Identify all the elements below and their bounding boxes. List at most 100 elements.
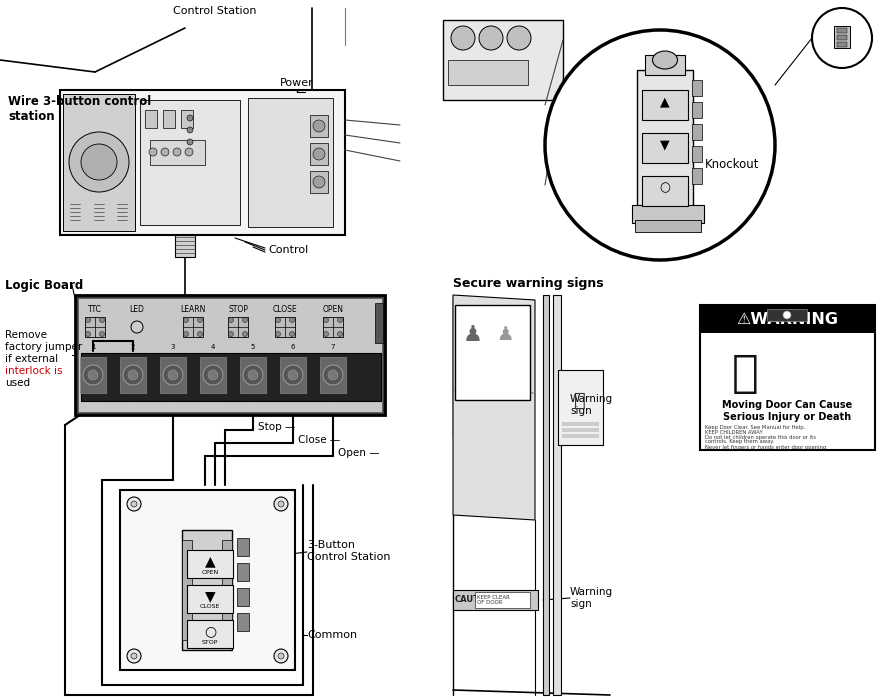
Bar (237, 563, 249, 581)
Bar (632, 205, 704, 223)
Bar (453, 300, 533, 435)
Circle shape (451, 26, 475, 50)
Circle shape (88, 370, 98, 380)
Circle shape (163, 365, 183, 385)
Bar (60, 90, 345, 235)
Bar (160, 357, 186, 393)
Circle shape (275, 318, 281, 323)
Bar (320, 357, 346, 393)
Bar (145, 110, 157, 128)
Bar (280, 357, 306, 393)
Circle shape (313, 148, 325, 160)
Text: ♟: ♟ (463, 325, 483, 345)
Circle shape (338, 318, 342, 323)
Text: CLOSE: CLOSE (283, 405, 303, 409)
Bar (453, 590, 538, 610)
Text: 🏃: 🏃 (574, 391, 586, 409)
Circle shape (507, 26, 531, 50)
Text: controls. Keep them away.: controls. Keep them away. (705, 440, 774, 444)
Bar (240, 357, 266, 393)
Bar (187, 550, 233, 578)
Text: Moving Door Can Cause: Moving Door Can Cause (721, 400, 852, 410)
Bar (81, 353, 381, 401)
Bar (85, 317, 105, 337)
Text: ○: ○ (204, 624, 216, 638)
Bar (562, 428, 599, 432)
Text: KEEP CHILDREN AWAY: KEEP CHILDREN AWAY (705, 430, 763, 435)
Circle shape (183, 318, 189, 323)
Text: LMSP1: LMSP1 (83, 405, 103, 409)
Circle shape (229, 332, 233, 337)
Bar (692, 102, 702, 118)
Text: OPEN: OPEN (323, 304, 343, 314)
Text: 2: 2 (131, 344, 135, 350)
Bar (635, 220, 701, 232)
Circle shape (479, 26, 503, 50)
Bar (562, 422, 599, 426)
Bar (200, 357, 226, 393)
Text: Never let fingers or hands enter door opening: Never let fingers or hands enter door op… (705, 444, 826, 449)
Bar (692, 168, 702, 184)
Bar (150, 140, 205, 165)
Ellipse shape (653, 51, 678, 69)
Circle shape (123, 365, 143, 385)
Text: factory jumper: factory jumper (5, 342, 82, 352)
Text: ♟: ♟ (496, 326, 514, 344)
Text: COM: COM (165, 405, 181, 409)
Circle shape (242, 332, 248, 337)
Bar (834, 26, 850, 48)
Bar (837, 35, 847, 40)
Text: Secure warning signs: Secure warning signs (453, 276, 603, 290)
Circle shape (323, 365, 343, 385)
Circle shape (198, 318, 203, 323)
Bar (182, 540, 192, 640)
Text: KEEP CLEAR
OF DOOR: KEEP CLEAR OF DOOR (477, 594, 510, 606)
Bar (700, 305, 875, 333)
Text: ▼: ▼ (205, 589, 215, 603)
Text: 7: 7 (331, 344, 335, 350)
Circle shape (313, 176, 325, 188)
Circle shape (243, 365, 263, 385)
Bar (183, 317, 203, 337)
Text: STOP: STOP (245, 405, 261, 409)
Bar (175, 235, 195, 257)
Text: Common: Common (307, 630, 357, 640)
Circle shape (324, 318, 328, 323)
Circle shape (131, 321, 143, 333)
Bar (248, 98, 333, 227)
Circle shape (149, 148, 157, 156)
Text: Stop —: Stop — (258, 422, 295, 432)
Bar (375, 303, 383, 343)
Text: ▼: ▼ (660, 139, 670, 151)
Circle shape (313, 120, 325, 132)
Text: 3: 3 (171, 344, 175, 350)
Bar (78, 298, 382, 412)
Text: Close —: Close — (298, 435, 341, 445)
Circle shape (86, 318, 90, 323)
Text: CLOSE: CLOSE (273, 304, 298, 314)
Circle shape (99, 332, 105, 337)
Bar (80, 357, 106, 393)
Polygon shape (453, 295, 535, 520)
Circle shape (161, 148, 169, 156)
Circle shape (229, 318, 233, 323)
Text: Control: Control (268, 245, 308, 255)
Circle shape (275, 332, 281, 337)
Bar (645, 55, 685, 75)
Bar (75, 295, 385, 415)
Text: Keep Door Clear. See Manual for Help.: Keep Door Clear. See Manual for Help. (705, 424, 805, 430)
Circle shape (131, 501, 137, 507)
Circle shape (274, 497, 288, 511)
Bar (237, 538, 249, 556)
Bar (475, 592, 530, 608)
Circle shape (81, 144, 117, 180)
Text: Knockout: Knockout (705, 158, 760, 172)
Text: 4: 4 (211, 344, 215, 350)
Text: STOP: STOP (228, 304, 248, 314)
Text: Logic Board: Logic Board (5, 279, 83, 291)
Circle shape (198, 332, 203, 337)
Text: OPEN: OPEN (325, 405, 342, 409)
Text: if external: if external (5, 354, 58, 364)
Circle shape (290, 332, 294, 337)
Circle shape (324, 332, 328, 337)
